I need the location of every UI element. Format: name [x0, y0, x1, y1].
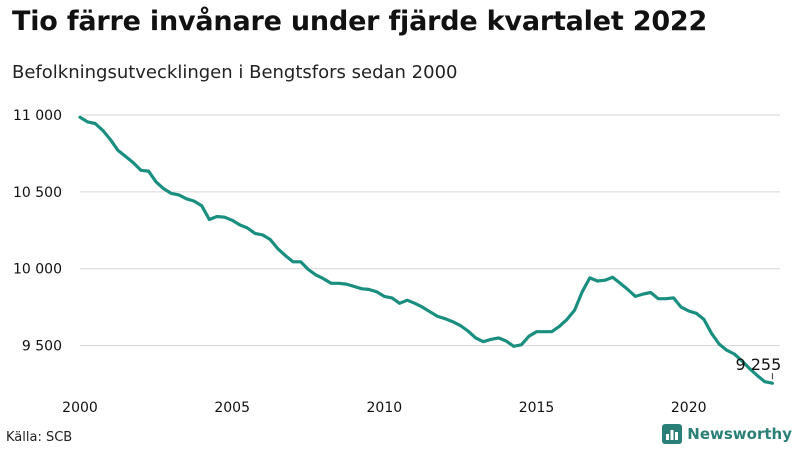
x-tick-label: 2015 [519, 400, 555, 416]
series-line [78, 115, 774, 385]
x-tick-label: 2020 [671, 400, 707, 416]
x-axis: 2000 2005 2010 2015 2020 [62, 400, 706, 416]
y-tick-label: 10 500 [13, 185, 62, 201]
chart-subtitle: Befolkningsutvecklingen i Bengtsfors sed… [12, 62, 458, 83]
x-tick-label: 2010 [367, 400, 403, 416]
brand[interactable]: Newsworthy [662, 424, 792, 444]
source-note: Källa: SCB [6, 430, 73, 445]
y-tick-label: 9 500 [22, 339, 62, 355]
end-value-label: 9 255 [735, 355, 781, 374]
x-tick-label: 2000 [62, 400, 98, 416]
y-axis: 9 500 10 000 10 500 11 000 [13, 108, 62, 355]
x-tick-label: 2005 [214, 400, 250, 416]
brand-name: Newsworthy [687, 425, 792, 443]
grid-lines [80, 114, 780, 347]
y-tick-label: 10 000 [13, 262, 62, 278]
y-tick-label: 11 000 [13, 108, 62, 124]
newsworthy-logo-icon [662, 424, 683, 444]
chart-title: Tio färre invånare under fjärde kvartale… [12, 6, 708, 37]
